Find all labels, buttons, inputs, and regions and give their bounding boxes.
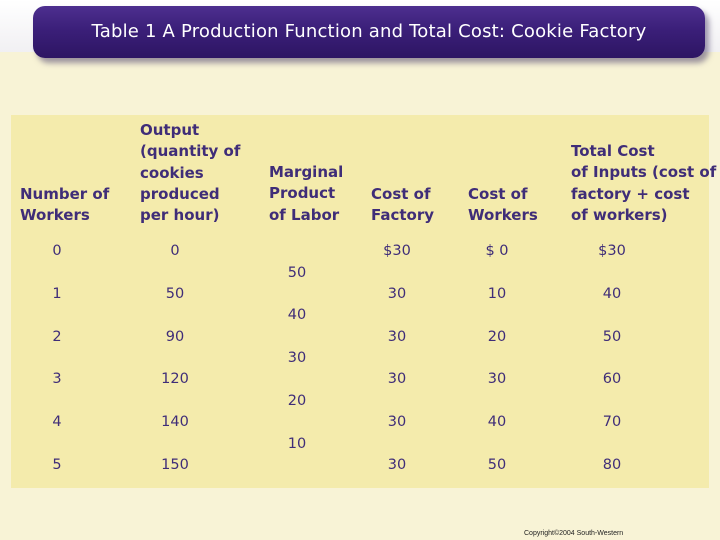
cell-worker-cost: 20 [487, 329, 507, 345]
cell-workers: 5 [52, 457, 62, 473]
cell-total: $30 [598, 243, 626, 259]
cell-total: 80 [602, 457, 622, 473]
cell-output: 120 [161, 371, 189, 387]
cell-output: 150 [161, 457, 189, 473]
header-marginal-product: Marginal Product of Labor [269, 163, 344, 224]
cell-marginal-product: 20 [287, 393, 307, 409]
header-output: Output (quantity of cookies produced per… [140, 121, 241, 225]
cell-total: 40 [602, 286, 622, 302]
cell-total: 60 [602, 371, 622, 387]
cell-factory: 30 [387, 457, 407, 473]
cell-marginal-product: 10 [287, 436, 307, 452]
cell-factory: 30 [387, 414, 407, 430]
cell-total: 50 [602, 329, 622, 345]
cell-marginal-product: 50 [287, 265, 307, 281]
cell-worker-cost: 30 [487, 371, 507, 387]
cell-worker-cost: 10 [487, 286, 507, 302]
cell-factory: $30 [383, 243, 411, 259]
table-panel [11, 115, 709, 488]
cell-workers: 0 [52, 243, 62, 259]
cell-marginal-product: 40 [287, 307, 307, 323]
cell-factory: 30 [387, 286, 407, 302]
cell-total: 70 [602, 414, 622, 430]
copyright-notice: Copyright©2004 South-Western [524, 530, 624, 537]
cell-worker-cost: $ 0 [485, 243, 509, 259]
cell-worker-cost: 50 [487, 457, 507, 473]
cell-output: 0 [170, 243, 180, 259]
slide-title: Table 1 A Production Function and Total … [91, 21, 647, 42]
title-banner [33, 6, 705, 58]
cell-factory: 30 [387, 329, 407, 345]
cell-output: 90 [165, 329, 185, 345]
cell-factory: 30 [387, 371, 407, 387]
cell-workers: 4 [52, 414, 62, 430]
header-cost-factory: Cost of Factory [371, 185, 435, 225]
header-cost-workers: Cost of Workers [468, 185, 538, 225]
cell-marginal-product: 30 [287, 350, 307, 366]
cell-output: 140 [161, 414, 189, 430]
cell-worker-cost: 40 [487, 414, 507, 430]
cell-workers: 3 [52, 371, 62, 387]
header-workers: Number of Workers [20, 185, 110, 225]
cell-output: 50 [165, 286, 185, 302]
header-total-cost: Total Cost of Inputs (cost of factory + … [571, 142, 717, 224]
cell-workers: 1 [52, 286, 62, 302]
cell-workers: 2 [52, 329, 62, 345]
